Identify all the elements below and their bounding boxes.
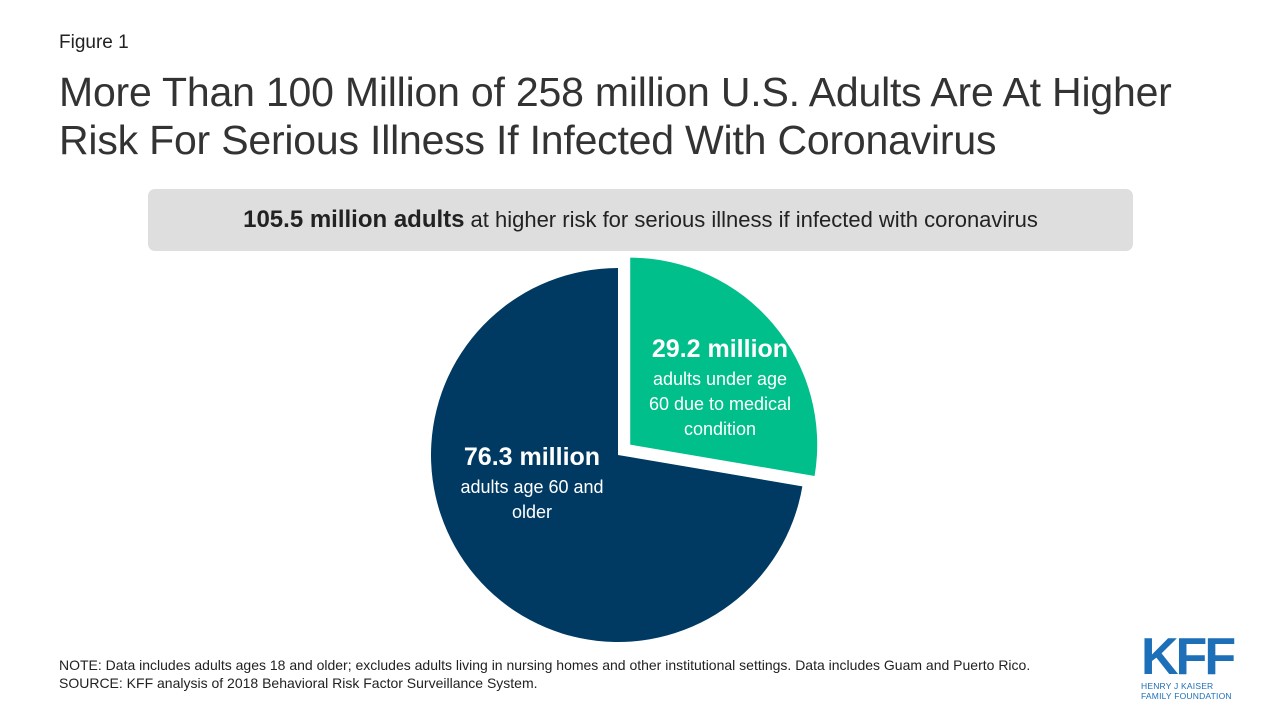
banner-highlight: 105.5 million adults [243,206,465,233]
logo-line-2: FAMILY FOUNDATION [1141,691,1232,701]
slice-value-label: 76.3 million [464,443,600,471]
logo-mark: KFF [1141,628,1236,686]
figure-label: Figure 1 [59,32,129,53]
logo-line-1: HENRY J KAISER [1141,681,1214,691]
slice-description-label: 60 due to medical [649,394,791,414]
pie-slice [630,257,818,476]
notes: NOTE: Data includes adults ages 18 and o… [59,656,1125,692]
summary-banner: 105.5 million adults at higher risk for s… [148,189,1133,251]
slice-value-label: 29.2 million [652,335,788,363]
slice-description-label: adults under age [653,369,787,389]
slice-description-label: condition [684,419,756,439]
slice-description-label: adults age 60 and [460,477,603,497]
kff-logo: KFF HENRY J KAISER FAMILY FOUNDATION [1141,628,1236,701]
slice-description-label: older [512,502,552,522]
pie-slice [431,268,803,643]
chart-title: More Than 100 Million of 258 million U.S… [59,69,1172,163]
source-text: SOURCE: KFF analysis of 2018 Behavioral … [59,675,538,691]
note-text: NOTE: Data includes adults ages 18 and o… [59,657,1031,673]
banner-text: at higher risk for serious illness if in… [470,207,1038,232]
